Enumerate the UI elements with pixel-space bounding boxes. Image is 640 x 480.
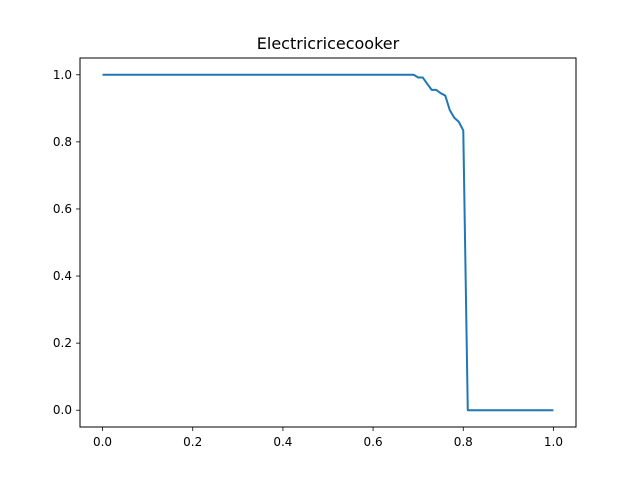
y-tick-label: 1.0 (53, 68, 72, 82)
series-layer (102, 73, 554, 412)
axes-frame (79, 57, 577, 428)
chart-title: Electricricecooker (257, 34, 400, 53)
x-tick-label: 0.2 (183, 435, 202, 449)
x-tick-label: 0.6 (364, 435, 383, 449)
x-tick-label: 0.4 (273, 435, 292, 449)
y-tick-label: 0.8 (53, 135, 72, 149)
y-tick-label: 0.4 (53, 269, 72, 283)
axis-ticks: 0.0 0.2 0.4 0.6 0.8 1.0 0.0 0.2 0.4 0.6 0.8 1.0 (53, 68, 563, 449)
x-tick-label: 1.0 (544, 435, 563, 449)
y-tick-label: 0.0 (53, 403, 72, 417)
x-tick-label: 0.0 (93, 435, 112, 449)
y-tick-label: 0.6 (53, 202, 72, 216)
y-tick-label: 0.2 (53, 336, 72, 350)
x-tick-label: 0.8 (454, 435, 473, 449)
series-line (102, 73, 554, 412)
